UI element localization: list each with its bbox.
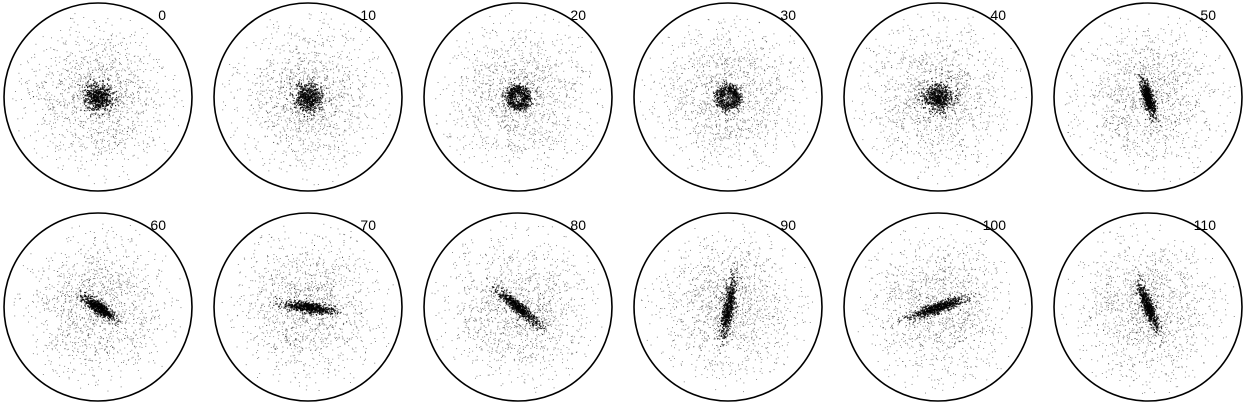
particle-cloud	[852, 11, 1027, 185]
panel-time-label: 70	[360, 217, 376, 233]
panel-time-label: 80	[570, 217, 586, 233]
particle-cloud	[221, 223, 396, 391]
snapshot-panel: 40	[843, 2, 1033, 192]
particle-cloud	[1061, 223, 1235, 394]
snapshot-panel: 0	[3, 2, 193, 192]
panel-time-label: 100	[983, 217, 1007, 233]
snapshot-panel: 90	[633, 212, 823, 402]
panel-time-label: 60	[150, 217, 166, 233]
particle-cloud	[13, 223, 182, 392]
snapshot-panel: 80	[423, 212, 613, 402]
panel-time-label: 10	[360, 7, 376, 23]
panels-layer: 0 10 20 30 40 50 60 70 80 90 100 110	[3, 2, 1243, 402]
snapshot-panel: 100	[843, 212, 1033, 402]
particle-cloud	[12, 13, 184, 185]
snapshot-panel: 70	[213, 212, 403, 402]
panel-time-label: 40	[990, 7, 1006, 23]
particle-cloud	[1064, 13, 1236, 185]
snapshot-panel: 60	[3, 212, 193, 402]
particle-cloud	[431, 221, 603, 393]
particle-cloud	[435, 10, 604, 181]
snapshot-panel: 10	[213, 2, 403, 192]
snapshot-panel: 30	[633, 2, 823, 192]
panel-time-label: 30	[780, 7, 796, 23]
particle-cloud	[222, 12, 393, 186]
snapshot-panel: 110	[1053, 212, 1243, 402]
particle-cloud	[857, 224, 1026, 394]
panel-time-label: 20	[570, 7, 586, 23]
panel-time-label: 110	[1194, 217, 1217, 233]
particle-cloud	[641, 220, 813, 393]
snapshot-panel: 20	[423, 2, 613, 192]
panel-time-label: 0	[158, 7, 166, 23]
particle-cloud	[640, 15, 817, 181]
panel-time-label: 90	[780, 217, 796, 233]
panel-time-label: 50	[1200, 7, 1216, 23]
snapshot-panel: 50	[1053, 2, 1243, 192]
